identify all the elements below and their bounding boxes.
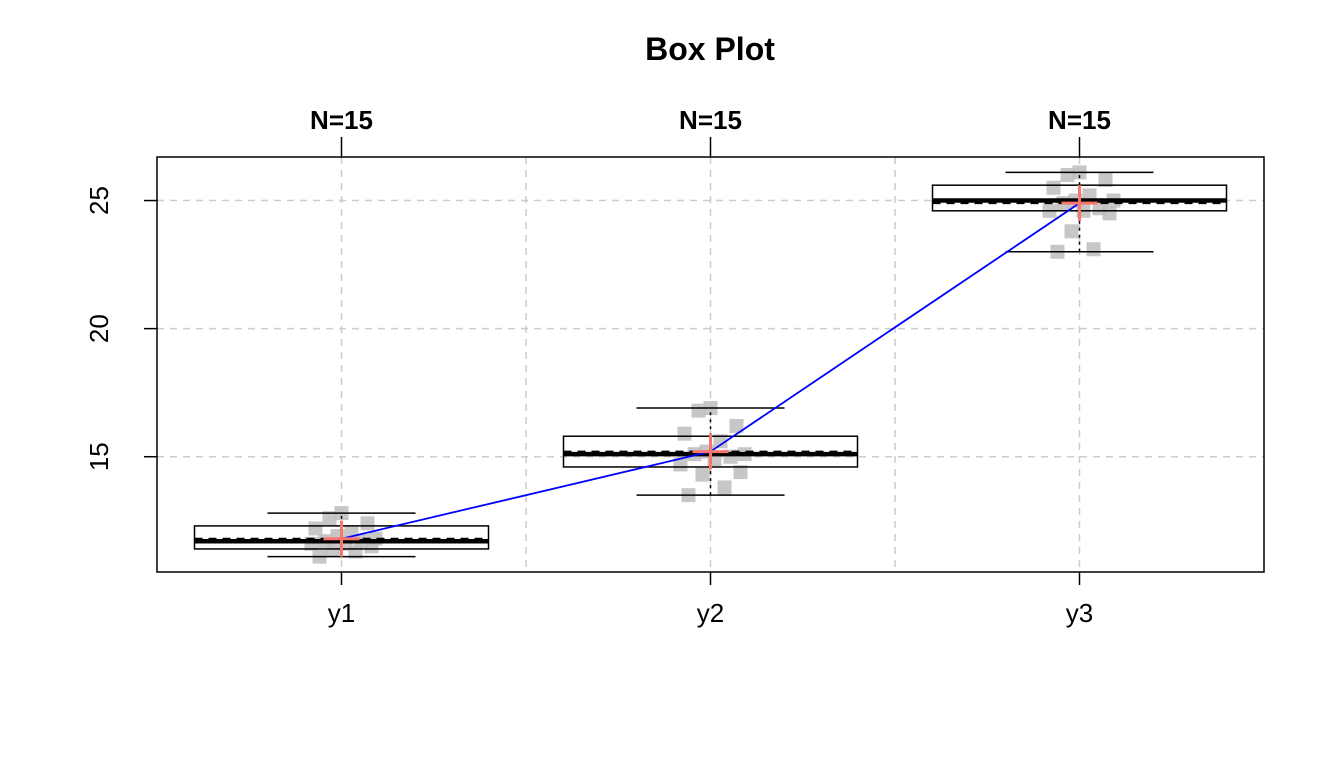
y-tick-label-25: 25 bbox=[84, 186, 114, 215]
data-point-y3-6 bbox=[1092, 201, 1107, 216]
data-point-y2-4 bbox=[673, 457, 688, 472]
data-point-y2-13 bbox=[691, 403, 706, 418]
group-count-y1: N=15 bbox=[310, 105, 373, 135]
data-point-y3-2 bbox=[1064, 224, 1079, 239]
x-tick-label-y1: y1 bbox=[328, 598, 355, 628]
data-point-y3-11 bbox=[1046, 180, 1061, 195]
data-point-y2-12 bbox=[729, 418, 744, 433]
mean-marker-y3 bbox=[1061, 185, 1098, 222]
data-points bbox=[304, 165, 1121, 564]
data-point-y1-11 bbox=[308, 521, 323, 536]
grid-lines bbox=[157, 157, 1264, 572]
data-point-y3-12 bbox=[1098, 173, 1113, 188]
data-point-y1-13 bbox=[322, 511, 337, 526]
chart-title: Box Plot bbox=[645, 31, 775, 67]
data-point-y2-3 bbox=[733, 465, 748, 480]
y-tick-label-20: 20 bbox=[84, 314, 114, 343]
x-tick-label-y2: y2 bbox=[697, 598, 724, 628]
data-point-y3-1 bbox=[1086, 242, 1101, 257]
data-point-y1-12 bbox=[360, 516, 375, 531]
x-tick-label-y3: y3 bbox=[1066, 598, 1093, 628]
group-count-y2: N=15 bbox=[679, 105, 742, 135]
data-point-y2-11 bbox=[677, 426, 692, 441]
data-point-y3-13 bbox=[1060, 167, 1075, 182]
mean-markers bbox=[323, 185, 1098, 557]
data-point-y2-2 bbox=[695, 467, 710, 482]
data-point-y2-10 bbox=[713, 434, 728, 449]
group-count-y3: N=15 bbox=[1048, 105, 1111, 135]
mean-marker-y2 bbox=[692, 433, 729, 470]
data-point-y2-1 bbox=[717, 480, 732, 495]
axes: y1 N=15 y2 N=15 y3 N=15 15 20 25 bbox=[84, 105, 1111, 628]
y-tick-label-15: 15 bbox=[84, 442, 114, 471]
mean-marker-y1 bbox=[323, 520, 360, 557]
